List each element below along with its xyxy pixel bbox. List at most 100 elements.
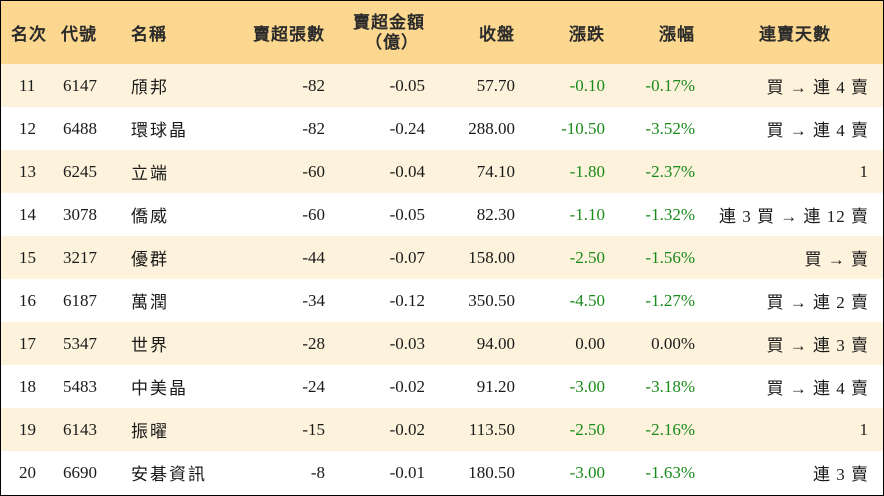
cell-name: 優群 — [131, 250, 169, 269]
table-row: 17 5347 世界 -28 -0.03 94.00 0.00 0.00% 買 … — [1, 322, 883, 365]
header-net-sell-lots: 賣超張數 — [253, 25, 325, 44]
cell-code: 6187 — [63, 290, 97, 310]
cell-change: -10.50 — [561, 118, 605, 138]
header-code: 代號 — [61, 25, 97, 44]
cell-close: 113.50 — [468, 419, 515, 439]
cell-rank: 19 — [19, 419, 36, 439]
header-consecutive-days: 連賣天數 — [759, 25, 831, 44]
cell-net-sell-amount: -0.12 — [389, 290, 425, 310]
cell-net-sell-lots: -8 — [310, 462, 325, 482]
cell-net-sell-amount: -0.07 — [389, 247, 425, 267]
table-header-row: 名次 代號 名稱 賣超張數 賣超金額 （億） 收盤 漲跌 漲幅 連賣天數 — [1, 1, 883, 64]
cell-code: 3217 — [63, 247, 97, 267]
cell-change: -3.00 — [569, 376, 605, 396]
cell-net-sell-lots: -82 — [302, 75, 325, 95]
cell-close: 158.00 — [468, 247, 515, 267]
cell-change-pct: -1.63% — [645, 462, 695, 482]
cell-change-pct: -3.18% — [645, 376, 695, 396]
cell-code: 6245 — [63, 161, 97, 181]
cell-net-sell-amount: -0.02 — [389, 376, 425, 396]
cell-name: 僑威 — [131, 207, 169, 226]
cell-net-sell-amount: -0.01 — [389, 462, 425, 482]
cell-close: 288.00 — [468, 118, 515, 138]
cell-change-pct: -2.16% — [645, 419, 695, 439]
cell-close: 57.70 — [476, 75, 515, 95]
cell-close: 74.10 — [476, 161, 515, 181]
cell-rank: 16 — [19, 290, 36, 310]
header-net-sell-amount: 賣超金額 （億） — [337, 1, 437, 64]
cell-code: 6147 — [63, 75, 97, 95]
cell-consecutive-days: 買 → 連 4 賣 — [766, 78, 869, 97]
table-row: 11 6147 頎邦 -82 -0.05 57.70 -0.10 -0.17% … — [1, 64, 883, 107]
header-change: 漲跌 — [569, 25, 605, 44]
cell-rank: 12 — [19, 118, 36, 138]
cell-name: 振曜 — [131, 422, 169, 441]
header-net-sell-amount-line1: 賣超金額 — [353, 12, 425, 32]
cell-name: 安碁資訊 — [131, 465, 207, 484]
cell-close: 180.50 — [468, 462, 515, 482]
cell-change-pct: -1.56% — [645, 247, 695, 267]
table-row: 18 5483 中美晶 -24 -0.02 91.20 -3.00 -3.18%… — [1, 365, 883, 408]
cell-net-sell-amount: -0.02 — [389, 419, 425, 439]
cell-change: -4.50 — [569, 290, 605, 310]
cell-consecutive-days: 買 → 連 4 賣 — [766, 379, 869, 398]
cell-change: -2.50 — [569, 419, 605, 439]
cell-change-pct: -1.32% — [645, 204, 695, 224]
cell-net-sell-lots: -60 — [302, 161, 325, 181]
cell-rank: 13 — [19, 161, 36, 181]
table-body: 11 6147 頎邦 -82 -0.05 57.70 -0.10 -0.17% … — [1, 64, 883, 494]
cell-net-sell-lots: -24 — [302, 376, 325, 396]
cell-net-sell-lots: -15 — [302, 419, 325, 439]
table-row: 15 3217 優群 -44 -0.07 158.00 -2.50 -1.56%… — [1, 236, 883, 279]
table-row: 14 3078 僑威 -60 -0.05 82.30 -1.10 -1.32% … — [1, 193, 883, 236]
cell-net-sell-lots: -44 — [302, 247, 325, 267]
header-net-sell-amount-line2: （億） — [365, 32, 419, 52]
table-row: 20 6690 安碁資訊 -8 -0.01 180.50 -3.00 -1.63… — [1, 451, 883, 494]
cell-change-pct: 0.00% — [651, 333, 695, 353]
cell-code: 5347 — [63, 333, 97, 353]
cell-change-pct: -3.52% — [645, 118, 695, 138]
cell-change-pct: -1.27% — [645, 290, 695, 310]
cell-code: 6690 — [63, 462, 97, 482]
cell-change-pct: -2.37% — [645, 161, 695, 181]
cell-change: 0.00 — [575, 333, 605, 353]
table-row: 13 6245 立端 -60 -0.04 74.10 -1.80 -2.37% … — [1, 150, 883, 193]
cell-consecutive-days: 連 3 買 → 連 12 賣 — [719, 207, 869, 226]
cell-consecutive-days: 1 — [859, 161, 869, 181]
cell-change: -2.50 — [569, 247, 605, 267]
cell-close: 350.50 — [468, 290, 515, 310]
cell-rank: 11 — [19, 75, 36, 95]
cell-code: 5483 — [63, 376, 97, 396]
cell-change: -1.80 — [569, 161, 605, 181]
cell-net-sell-lots: -60 — [302, 204, 325, 224]
cell-change-pct: -0.17% — [645, 75, 695, 95]
table-row: 19 6143 振曜 -15 -0.02 113.50 -2.50 -2.16%… — [1, 408, 883, 451]
cell-consecutive-days: 買 → 賣 — [804, 250, 869, 269]
cell-change: -0.10 — [569, 75, 605, 95]
cell-name: 頎邦 — [131, 78, 169, 97]
header-rank: 名次 — [11, 25, 47, 44]
header-close: 收盤 — [479, 25, 515, 44]
header-name: 名稱 — [131, 25, 167, 44]
cell-change: -1.10 — [569, 204, 605, 224]
cell-close: 82.30 — [476, 204, 515, 224]
cell-net-sell-amount: -0.03 — [389, 333, 425, 353]
cell-close: 91.20 — [476, 376, 515, 396]
cell-consecutive-days: 買 → 連 2 賣 — [766, 293, 869, 312]
cell-net-sell-amount: -0.04 — [389, 161, 425, 181]
cell-consecutive-days: 買 → 連 3 賣 — [766, 336, 869, 355]
cell-rank: 14 — [19, 204, 36, 224]
cell-name: 世界 — [131, 336, 169, 355]
cell-consecutive-days: 連 3 賣 — [813, 465, 869, 484]
header-change-pct: 漲幅 — [659, 25, 695, 44]
cell-name: 環球晶 — [131, 121, 188, 140]
cell-name: 中美晶 — [131, 379, 188, 398]
cell-consecutive-days: 1 — [859, 419, 869, 439]
cell-net-sell-lots: -28 — [302, 333, 325, 353]
cell-close: 94.00 — [476, 333, 515, 353]
cell-change: -3.00 — [569, 462, 605, 482]
cell-net-sell-amount: -0.05 — [389, 75, 425, 95]
cell-rank: 20 — [19, 462, 36, 482]
